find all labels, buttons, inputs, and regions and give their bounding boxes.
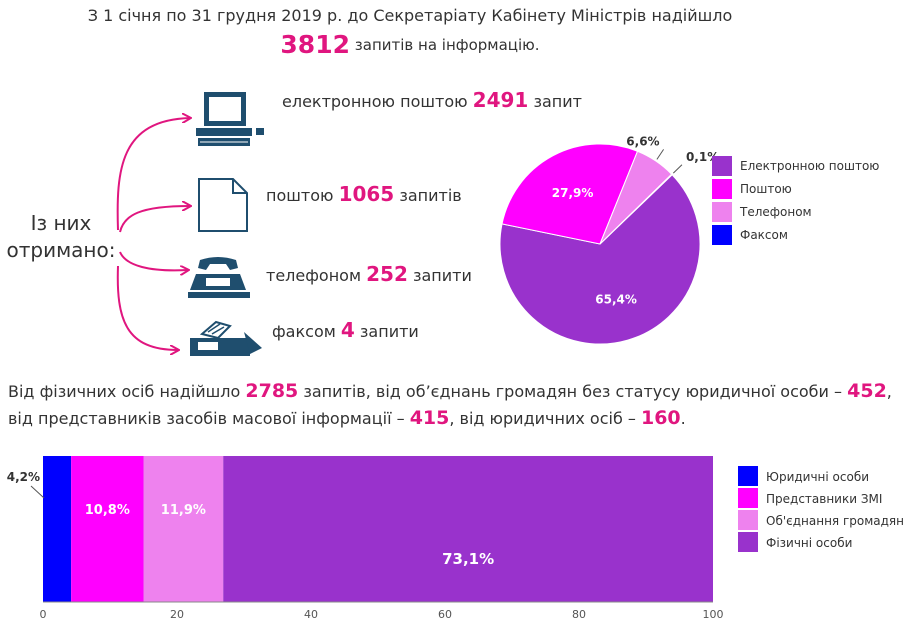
x-tick-label-5: 100 xyxy=(703,608,724,621)
document-icon xyxy=(198,178,248,232)
received-label: Із них отримано: xyxy=(6,211,116,262)
bar-segment-2 xyxy=(143,456,224,602)
pie-leader-2 xyxy=(656,149,665,160)
pie-slice-3 xyxy=(599,173,673,245)
channels-pie-chart: 65,4% 27,9% 6,6% 0,1% Електронною поштою Пошт… xyxy=(499,134,879,345)
bar-legend-label-3: Фізичні особи xyxy=(766,536,852,550)
bar-legend-swatch-3 xyxy=(738,532,758,552)
bar-segment-0 xyxy=(43,456,72,602)
pie-legend-label-0: Електронною поштою xyxy=(740,159,879,173)
x-tick-label-1: 20 xyxy=(170,608,184,621)
bar-segment-1 xyxy=(71,456,144,602)
x-tick-label-3: 60 xyxy=(438,608,452,621)
pie-legend-swatch-2 xyxy=(712,202,732,222)
pie-label-1: 27,9% xyxy=(552,186,594,200)
arrow-post xyxy=(119,206,190,233)
arrow-email xyxy=(116,118,190,231)
bar-label-1: 10,8% xyxy=(85,503,130,518)
fax-icon xyxy=(190,320,262,356)
channel-fax: факсом 4 запити xyxy=(272,318,419,342)
channel-post: поштою 1065 запитів xyxy=(266,182,462,206)
pie-slice-1 xyxy=(501,143,639,245)
header-line1: З 1 січня по 31 грудня 2019 р. до Секрет… xyxy=(87,6,733,25)
pie-legend-label-1: Поштою xyxy=(740,182,792,196)
arrow-fax xyxy=(116,265,178,350)
bar-legend-label-1: Представники ЗМІ xyxy=(766,492,882,506)
sources-stacked-bar-chart: 4,2% 10,8% 11,9% 73,1% 0 20 40 60 80 100 Юридичні … xyxy=(7,456,904,621)
x-tick-label-2: 40 xyxy=(304,608,318,621)
pie-leader-3 xyxy=(672,164,683,174)
telephone-icon xyxy=(188,257,250,298)
bar-legend-swatch-1 xyxy=(738,488,758,508)
header-line2-suffix: запитів на інформацію. xyxy=(354,36,540,54)
channel-email: електронною поштою 2491 запит xyxy=(282,88,582,112)
pie-legend-label-2: Телефоном xyxy=(739,205,812,219)
pie-legend-swatch-3 xyxy=(712,225,732,245)
pie-label-3: 0,1% xyxy=(686,150,719,164)
total-requests: 3812 xyxy=(280,30,350,59)
computer-icon xyxy=(196,92,264,146)
bar-legend-label-0: Юридичні особи xyxy=(766,470,869,484)
pie-legend-label-3: Факсом xyxy=(740,228,788,242)
header-line2: 3812 запитів на інформацію. xyxy=(0,30,820,59)
arrow-phone xyxy=(119,251,188,270)
x-tick-label-4: 80 xyxy=(572,608,586,621)
channel-phone: телефоном 252 запити xyxy=(266,262,472,286)
bar-legend-swatch-0 xyxy=(738,466,758,486)
bar-label-0: 4,2% xyxy=(7,470,40,484)
pie-legend-swatch-1 xyxy=(712,179,732,199)
bar-leader-0 xyxy=(30,485,45,499)
pie-label-0: 65,4% xyxy=(595,293,637,307)
sources-paragraph-line1: Від фізичних осіб надійшло 2785 запитів,… xyxy=(8,380,892,402)
bar-legend-label-2: Об'єднання громадян xyxy=(766,514,904,528)
bar-label-3: 73,1% xyxy=(442,550,494,568)
pie-legend-swatch-0 xyxy=(712,156,732,176)
sources-paragraph-line2: від представників засобів масової інформ… xyxy=(8,407,686,429)
pie-label-2: 6,6% xyxy=(626,134,659,148)
bar-segment-3 xyxy=(223,456,714,602)
bar-label-2: 11,9% xyxy=(161,503,206,518)
bar-legend-swatch-2 xyxy=(738,510,758,530)
x-tick-label-0: 0 xyxy=(40,608,47,621)
pie-slice-0 xyxy=(499,174,701,345)
